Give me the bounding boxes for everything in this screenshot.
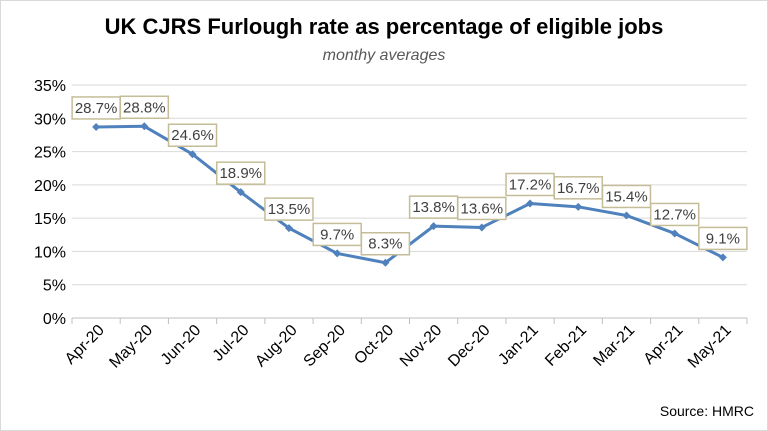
y-tick-label: 0% xyxy=(43,311,66,328)
x-tick-label: Apr-20 xyxy=(62,322,108,368)
data-label-text: 18.9% xyxy=(219,165,262,182)
data-point xyxy=(526,199,535,208)
data-label-box xyxy=(119,95,170,120)
data-point xyxy=(477,223,486,232)
data-label-text: 17.2% xyxy=(509,176,552,193)
data-label: 9.7% xyxy=(312,222,362,247)
chart-source: Source: HMRC xyxy=(659,403,754,419)
data-label-box xyxy=(264,197,314,221)
y-tick-label: 15% xyxy=(34,211,66,228)
x-tick-label: Jul-20 xyxy=(210,322,253,365)
data-label-text: 16.7% xyxy=(557,180,600,197)
data-point xyxy=(92,122,101,131)
data-point xyxy=(188,150,197,159)
data-label-box xyxy=(649,202,700,227)
data-point xyxy=(140,122,149,131)
data-label-box xyxy=(698,226,748,251)
x-tick-label: Dec-20 xyxy=(445,322,494,371)
x-tick-label: Oct-20 xyxy=(351,322,397,368)
data-label-text: 13.8% xyxy=(412,199,455,216)
data-label-box xyxy=(167,123,218,147)
data-label: 24.6% xyxy=(167,123,218,147)
data-point xyxy=(429,222,438,231)
data-label: 15.4% xyxy=(601,184,652,209)
data-label: 8.3% xyxy=(360,231,411,256)
data-label-text: 24.6% xyxy=(171,127,214,144)
x-tick-label: Jan-21 xyxy=(495,322,542,369)
data-labels: 28.7% 28.8% 24.6% 18.9% 13.5% 9.7% 8.3% 13.8% 13… xyxy=(71,95,748,256)
x-tick-label: Mar-21 xyxy=(590,322,638,370)
data-label-text: 9.1% xyxy=(706,230,740,247)
data-point xyxy=(718,253,727,262)
data-label: 13.6% xyxy=(457,196,507,221)
y-tick-label: 5% xyxy=(43,278,66,295)
data-label-text: 12.7% xyxy=(653,206,696,223)
data-label-text: 9.7% xyxy=(320,226,354,243)
chart-title: UK CJRS Furlough rate as percentage of e… xyxy=(104,14,664,39)
data-label-box xyxy=(216,161,266,185)
chart-subtitle: monthy averages xyxy=(322,47,446,64)
data-point xyxy=(333,249,342,258)
data-label-text: 13.5% xyxy=(268,201,311,218)
x-tick-label: Sep-20 xyxy=(301,322,350,371)
y-tick-label: 20% xyxy=(34,178,66,195)
data-label: 28.7% xyxy=(71,96,121,120)
y-tick-label: 35% xyxy=(34,78,66,95)
data-point xyxy=(284,224,293,233)
data-label-text: 13.6% xyxy=(461,200,504,217)
data-label-text: 8.3% xyxy=(368,236,402,253)
data-label: 28.8% xyxy=(119,95,170,120)
x-tick-label: May-20 xyxy=(106,322,156,372)
y-tick-label: 25% xyxy=(34,145,66,162)
data-label-box xyxy=(457,196,507,221)
data-label: 12.7% xyxy=(649,202,700,227)
data-label-text: 28.8% xyxy=(123,99,166,116)
x-tick-label: May-21 xyxy=(685,322,735,372)
data-label: 9.1% xyxy=(698,226,748,251)
data-point xyxy=(574,202,583,211)
data-label: 18.9% xyxy=(216,161,266,185)
data-label: 13.5% xyxy=(264,197,314,221)
data-label: 16.7% xyxy=(553,176,603,200)
data-label-box xyxy=(601,184,652,209)
data-label-box xyxy=(360,231,411,256)
x-tick-label: Apr-21 xyxy=(641,322,687,368)
data-point xyxy=(670,229,679,238)
data-point xyxy=(622,211,631,220)
y-tick-label: 30% xyxy=(34,111,66,128)
data-label-text: 15.4% xyxy=(605,188,648,205)
x-tick-label: Jun-20 xyxy=(158,322,205,369)
x-tick-label: Nov-20 xyxy=(397,322,446,371)
data-label: 17.2% xyxy=(505,172,555,197)
data-point xyxy=(236,188,245,197)
data-label-text: 28.7% xyxy=(75,100,118,117)
data-point xyxy=(381,258,390,267)
x-tick-label: Feb-21 xyxy=(542,322,590,370)
data-label: 13.8% xyxy=(408,195,459,219)
y-tick-label: 10% xyxy=(34,244,66,261)
x-tick-label: Aug-20 xyxy=(252,322,301,371)
